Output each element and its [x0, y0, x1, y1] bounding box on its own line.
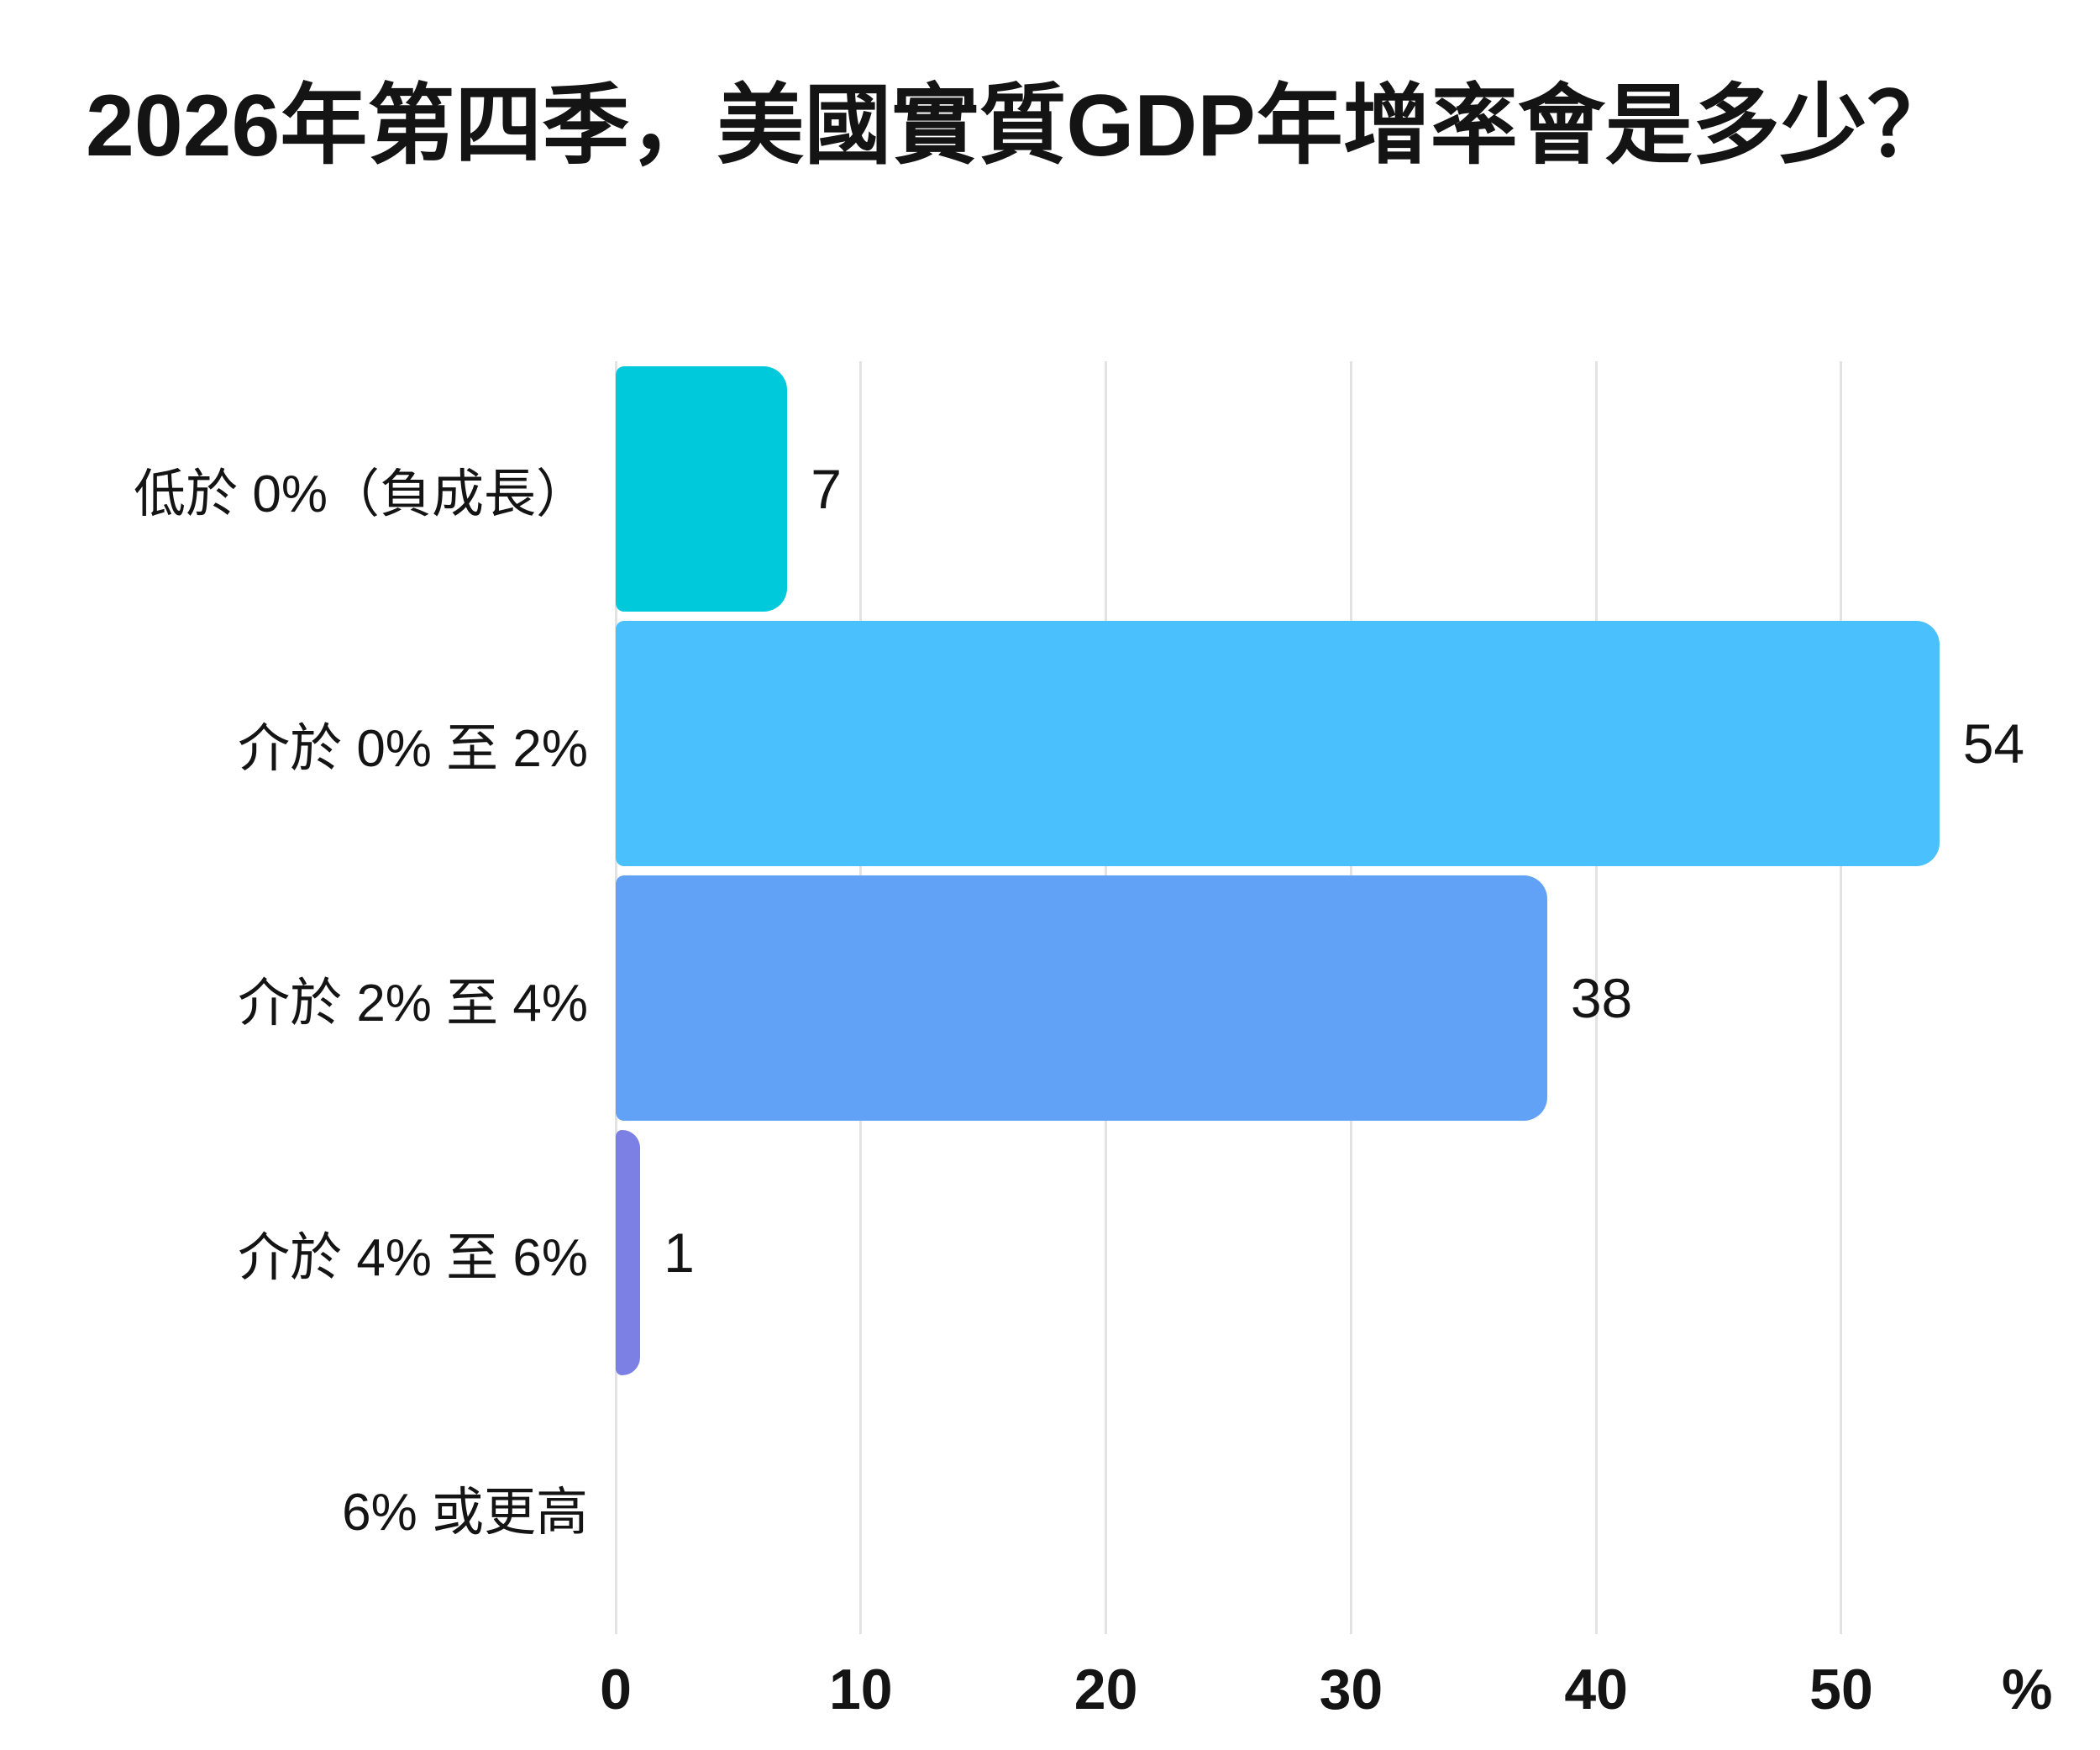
bar: [616, 620, 1940, 866]
category-label: 6% 或更高: [342, 1483, 588, 1542]
x-tick-label: 0: [600, 1658, 632, 1721]
bar-row: 1: [616, 1125, 2020, 1380]
bar-row: 7: [616, 361, 2020, 616]
category-axis: 低於 0%（負成長） 介於 0% 至 2% 介於 2% 至 4% 介於 4% 至 6%…: [0, 361, 588, 1634]
x-axis-unit-label: %: [2002, 1658, 2053, 1721]
bar: [616, 1129, 641, 1375]
bar-value-label: 54: [1962, 712, 2025, 775]
bar-row: 38: [616, 870, 2020, 1125]
bar: [616, 365, 788, 612]
plot-area: 7 54 38 1: [614, 361, 2024, 1634]
bar-row: 54: [616, 616, 2024, 870]
bar-value-label: 1: [664, 1221, 695, 1284]
x-tick-label: 10: [828, 1658, 893, 1721]
category-label: 介於 2% 至 4%: [238, 974, 588, 1033]
x-tick-label: 30: [1319, 1658, 1383, 1721]
bar-row: [616, 1380, 2020, 1634]
category-label: 低於 0%（負成長）: [134, 465, 588, 523]
category-label: 介於 4% 至 6%: [238, 1228, 588, 1287]
x-tick-label: 20: [1074, 1658, 1138, 1721]
x-tick-label: 50: [1809, 1658, 1873, 1721]
bar-value-label: 7: [811, 457, 842, 520]
x-axis: 0 10 20 30 40 50: [600, 1657, 2020, 1732]
gridline: [1594, 361, 1598, 1634]
bar-value-label: 38: [1570, 966, 1633, 1029]
category-label: 介於 0% 至 2%: [238, 719, 588, 778]
x-tick-label: 40: [1564, 1658, 1629, 1721]
bar: [616, 875, 1547, 1121]
gridline: [1840, 361, 1843, 1634]
chart-title: 2026年第四季，美國實質GDP年增率會是多少？: [86, 77, 1955, 175]
